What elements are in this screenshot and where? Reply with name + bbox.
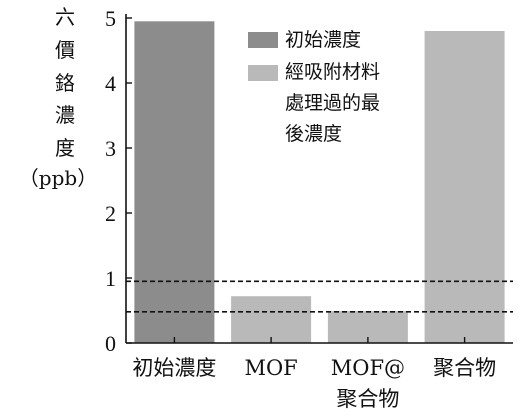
- legend-label: 處理過的最: [285, 92, 380, 114]
- y-tick-label: 4: [105, 71, 116, 96]
- y-axis-label-line: 六: [55, 5, 75, 29]
- legend-label: 初始濃度: [285, 29, 361, 51]
- y-axis-label-line: （ppb）: [19, 166, 97, 190]
- y-axis-label-line: 價: [55, 38, 75, 62]
- axes: [125, 14, 513, 344]
- bars: [134, 21, 505, 344]
- y-axis-label-line: 鉻: [55, 71, 75, 95]
- legend-label: 後濃度: [285, 123, 342, 145]
- legend-swatch: [248, 65, 278, 81]
- bar: [134, 21, 215, 344]
- y-tick-label: 0: [105, 331, 116, 356]
- y-tick-label: 5: [105, 6, 116, 31]
- bar: [231, 296, 312, 343]
- x-tick-label: 聚合物: [336, 387, 399, 411]
- x-tick-label: MOF@: [331, 356, 405, 380]
- y-axis-label-line: 度: [55, 136, 75, 160]
- y-ticks: 0 1 2 3 4 5: [105, 6, 132, 356]
- reference-lines: [126, 280, 513, 313]
- x-tick-label: 聚合物: [433, 356, 496, 380]
- y-tick-label: 2: [105, 201, 116, 226]
- x-tick-label: MOF: [244, 356, 297, 380]
- legend-label: 經吸附材料: [285, 61, 380, 83]
- y-tick-label: 1: [105, 266, 116, 291]
- legend-swatch: [248, 32, 278, 48]
- bar: [424, 31, 505, 343]
- y-axis-label-line: 濃: [55, 103, 75, 127]
- x-tick-label: 初始濃度: [132, 356, 216, 380]
- y-tick-label: 3: [105, 136, 116, 161]
